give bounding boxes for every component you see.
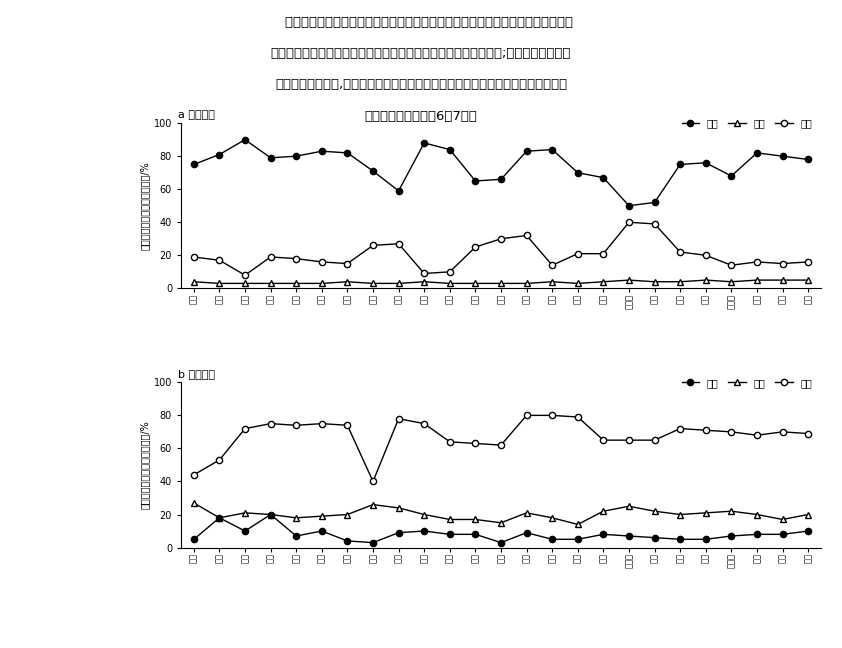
Legend: 长期, 中期, 短期: 长期, 中期, 短期 bbox=[678, 374, 816, 392]
Text: b 实际居留: b 实际居留 bbox=[178, 369, 215, 379]
Text: 流动人才居留意愿与实际居留时长受个体特征、流迁模式、经济发展及公服设施影: 流动人才居留意愿与实际居留时长受个体特征、流迁模式、经济发展及公服设施影 bbox=[269, 16, 573, 29]
Text: 才占比图。据此完成6～7题。: 才占比图。据此完成6～7题。 bbox=[365, 110, 477, 122]
Text: 响。我国欠发达地区面临流动人才居留意愿低、居留时长短的困境;发达地区流动人才: 响。我国欠发达地区面临流动人才居留意愿低、居留时长短的困境;发达地区流动人才 bbox=[271, 47, 571, 60]
Text: a 居留意愿: a 居留意愿 bbox=[178, 110, 215, 120]
Legend: 长期, 中期, 短期: 长期, 中期, 短期 bbox=[678, 115, 816, 133]
Y-axis label: 流动人才占该市人才总量比例/%: 流动人才占该市人才总量比例/% bbox=[140, 421, 150, 509]
Y-axis label: 流动人才占该市人才总量比例/%: 流动人才占该市人才总量比例/% bbox=[140, 161, 150, 250]
Text: 居留意愿普遍较高,但实际居留情况不佳。下图为我国部分省会城市及直辖市流动人: 居留意愿普遍较高,但实际居留情况不佳。下图为我国部分省会城市及直辖市流动人 bbox=[275, 78, 567, 91]
